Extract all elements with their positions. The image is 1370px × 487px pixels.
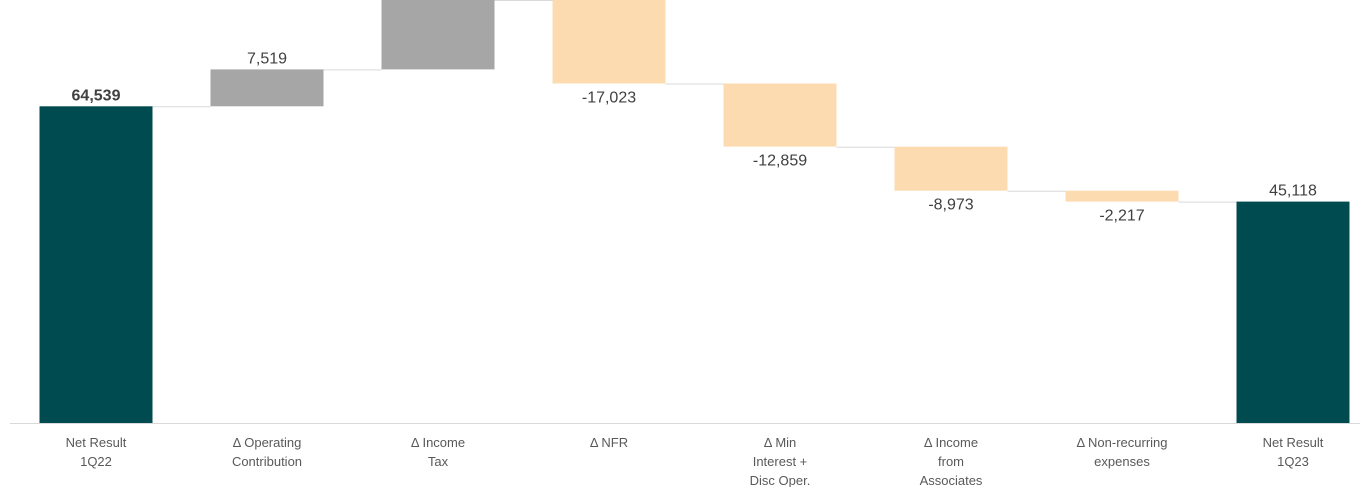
bar-6 <box>1065 190 1179 202</box>
category-labels-group: Net Result 1Q22 Δ Operating Contribution Δ I… <box>66 435 1324 487</box>
category-label-7: Net Result 1Q23 <box>1263 435 1324 469</box>
bar-5 <box>894 146 1008 191</box>
category-label-line: Associates <box>920 473 983 487</box>
value-label-7: 45,118 <box>1269 183 1317 200</box>
value-label-5: -8,973 <box>928 197 973 214</box>
category-label-line: 1Q23 <box>1277 454 1309 469</box>
category-label-1: Δ Operating Contribution <box>232 435 302 469</box>
value-label-6: -2,217 <box>1099 208 1144 225</box>
value-labels-group: 64,5397,51914,132-17,023-12,859-8,973-2,… <box>72 50 1317 225</box>
category-label-line: Δ NFR <box>590 435 628 450</box>
connector-lines <box>152 0 1237 203</box>
category-label-line: Net Result <box>66 435 127 450</box>
category-label-0: Net Result 1Q22 <box>66 435 127 469</box>
category-label-2: Δ Income Tax <box>411 435 465 469</box>
value-label-0: 64,539 <box>72 87 121 104</box>
value-label-3: -17,023 <box>582 90 636 107</box>
category-label-line: from <box>938 454 964 469</box>
category-label-line: Interest + <box>753 454 808 469</box>
category-label-line: Contribution <box>232 454 302 469</box>
category-label-line: Disc Oper. <box>750 473 811 487</box>
category-label-3: Δ NFR <box>590 435 628 450</box>
value-label-4: -12,859 <box>753 153 807 170</box>
category-label-line: Δ Min <box>764 435 797 450</box>
category-label-line: Tax <box>428 454 449 469</box>
bar-4 <box>723 83 837 147</box>
bar-3 <box>552 0 666 84</box>
category-label-5: Δ Income from Associates <box>920 435 983 487</box>
category-label-line: expenses <box>1094 454 1150 469</box>
category-label-line: Δ Income <box>924 435 978 450</box>
bar-2 <box>381 0 495 70</box>
bar-0 <box>39 106 153 424</box>
bar-7 <box>1236 201 1350 423</box>
category-label-line: Δ Operating <box>233 435 302 450</box>
category-label-line: Δ Income <box>411 435 465 450</box>
bars-group <box>39 0 1350 424</box>
value-label-1: 7,519 <box>247 50 287 67</box>
bar-1 <box>210 69 324 107</box>
category-label-line: Net Result <box>1263 435 1324 450</box>
category-label-line: 1Q22 <box>80 454 112 469</box>
category-label-line: Δ Non-recurring <box>1076 435 1167 450</box>
category-label-4: Δ Min Interest + Disc Oper. <box>750 435 811 487</box>
category-label-6: Δ Non-recurring expenses <box>1076 435 1167 469</box>
